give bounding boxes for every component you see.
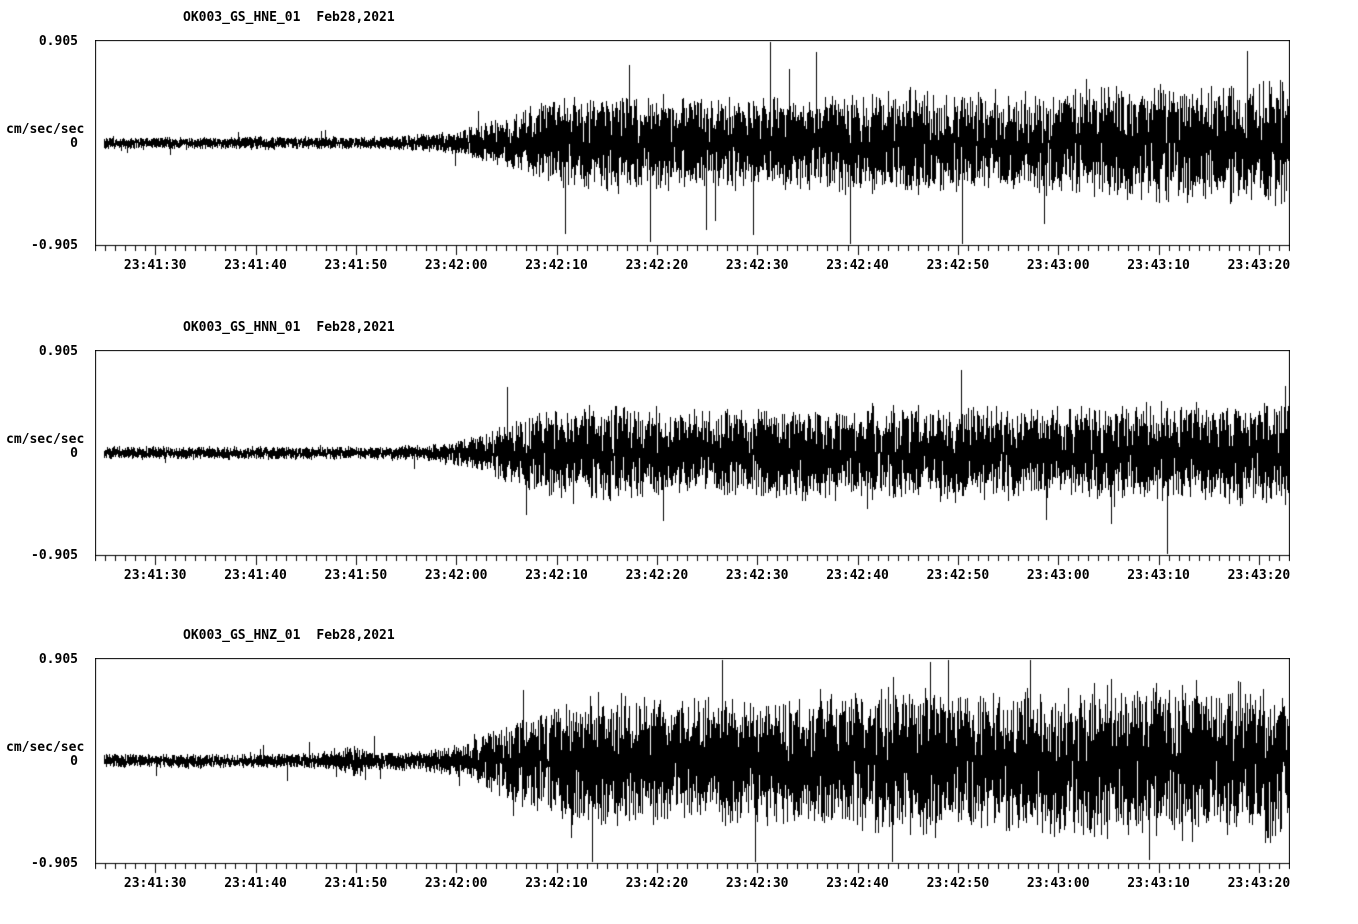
y-tick-min: -0.905 <box>31 856 78 871</box>
y-axis-label: cm/sec/sec <box>6 122 85 137</box>
x-tick-label: 23:42:50 <box>926 568 990 583</box>
x-tick-label: 23:42:20 <box>625 876 689 891</box>
trace-station-label: OK003_GS_HNE_01 <box>183 10 301 25</box>
x-tick-label: 23:41:30 <box>123 568 187 583</box>
x-tick-label: 23:41:50 <box>324 876 388 891</box>
x-tick-label: 23:42:30 <box>725 258 789 273</box>
y-tick-max: 0.905 <box>38 344 78 359</box>
trace-station-label: OK003_GS_HNN_01 <box>183 320 301 335</box>
x-tick-label: 23:41:40 <box>224 876 287 891</box>
seismogram-panel-hnn: OK003_GS_HNN_01 Feb28,2021 0.905 cm/sec/s… <box>0 316 1358 616</box>
seismogram-panel-hnz: OK003_GS_HNZ_01 Feb28,2021 0.905 cm/sec/s… <box>0 624 1358 924</box>
x-tick-label: 23:42:10 <box>525 568 588 583</box>
waveform-canvas-hnz <box>95 658 1290 874</box>
x-tick-label: 23:43:10 <box>1127 876 1190 891</box>
x-tick-label: 23:41:50 <box>324 258 388 273</box>
trace-title: OK003_GS_HNN_01 Feb28,2021 <box>183 320 395 335</box>
trace-station-label: OK003_GS_HNZ_01 <box>183 628 301 643</box>
x-tick-label: 23:42:00 <box>424 876 488 891</box>
y-tick-zero: 0 <box>70 754 78 769</box>
y-axis-label: cm/sec/sec <box>6 740 85 755</box>
x-tick-label: 23:42:10 <box>525 258 588 273</box>
x-tick-label: 23:42:00 <box>424 258 488 273</box>
seismogram-panel-hne: OK003_GS_HNE_01 Feb28,2021 0.905 cm/sec/s… <box>0 6 1358 306</box>
x-tick-label: 23:43:20 <box>1227 568 1291 583</box>
x-tick-label: 23:41:50 <box>324 568 388 583</box>
x-tick-label: 23:43:20 <box>1227 876 1291 891</box>
waveform-canvas-hne <box>95 40 1290 256</box>
trace-date-label: Feb28,2021 <box>316 10 395 25</box>
y-tick-zero: 0 <box>70 446 78 461</box>
x-tick-label: 23:43:00 <box>1026 258 1090 273</box>
x-tick-label: 23:43:00 <box>1026 568 1090 583</box>
x-tick-label: 23:42:30 <box>725 876 789 891</box>
x-tick-label: 23:41:30 <box>123 258 187 273</box>
x-tick-label: 23:42:30 <box>725 568 789 583</box>
y-tick-max: 0.905 <box>38 34 78 49</box>
x-tick-label: 23:41:40 <box>224 568 287 583</box>
x-tick-label: 23:43:00 <box>1026 876 1090 891</box>
y-tick-max: 0.905 <box>38 652 78 667</box>
plot-area <box>95 350 1290 566</box>
plot-area <box>95 658 1290 874</box>
x-tick-label: 23:42:40 <box>826 258 889 273</box>
x-axis-labels: 23:41:30 23:41:40 23:41:50 23:42:00 23:42:10… <box>95 876 1290 892</box>
x-tick-label: 23:43:10 <box>1127 568 1190 583</box>
y-tick-min: -0.905 <box>31 238 78 253</box>
x-tick-label: 23:43:10 <box>1127 258 1190 273</box>
x-tick-label: 23:42:10 <box>525 876 588 891</box>
x-tick-label: 23:42:50 <box>926 258 990 273</box>
y-tick-zero: 0 <box>70 136 78 151</box>
y-axis-label: cm/sec/sec <box>6 432 85 447</box>
x-tick-label: 23:42:20 <box>625 258 689 273</box>
x-tick-label: 23:42:40 <box>826 876 889 891</box>
x-tick-label: 23:42:20 <box>625 568 689 583</box>
y-tick-min: -0.905 <box>31 548 78 563</box>
x-tick-label: 23:41:30 <box>123 876 187 891</box>
x-tick-label: 23:41:40 <box>224 258 287 273</box>
trace-title: OK003_GS_HNZ_01 Feb28,2021 <box>183 628 395 643</box>
waveform-canvas-hnn <box>95 350 1290 566</box>
trace-date-label: Feb28,2021 <box>316 320 395 335</box>
x-tick-label: 23:43:20 <box>1227 258 1291 273</box>
x-axis-labels: 23:41:30 23:41:40 23:41:50 23:42:00 23:42:10… <box>95 258 1290 274</box>
plot-area <box>95 40 1290 256</box>
trace-date-label: Feb28,2021 <box>316 628 395 643</box>
x-tick-label: 23:42:40 <box>826 568 889 583</box>
trace-title: OK003_GS_HNE_01 Feb28,2021 <box>183 10 395 25</box>
x-axis-labels: 23:41:30 23:41:40 23:41:50 23:42:00 23:42:10… <box>95 568 1290 584</box>
x-tick-label: 23:42:50 <box>926 876 990 891</box>
x-tick-label: 23:42:00 <box>424 568 488 583</box>
